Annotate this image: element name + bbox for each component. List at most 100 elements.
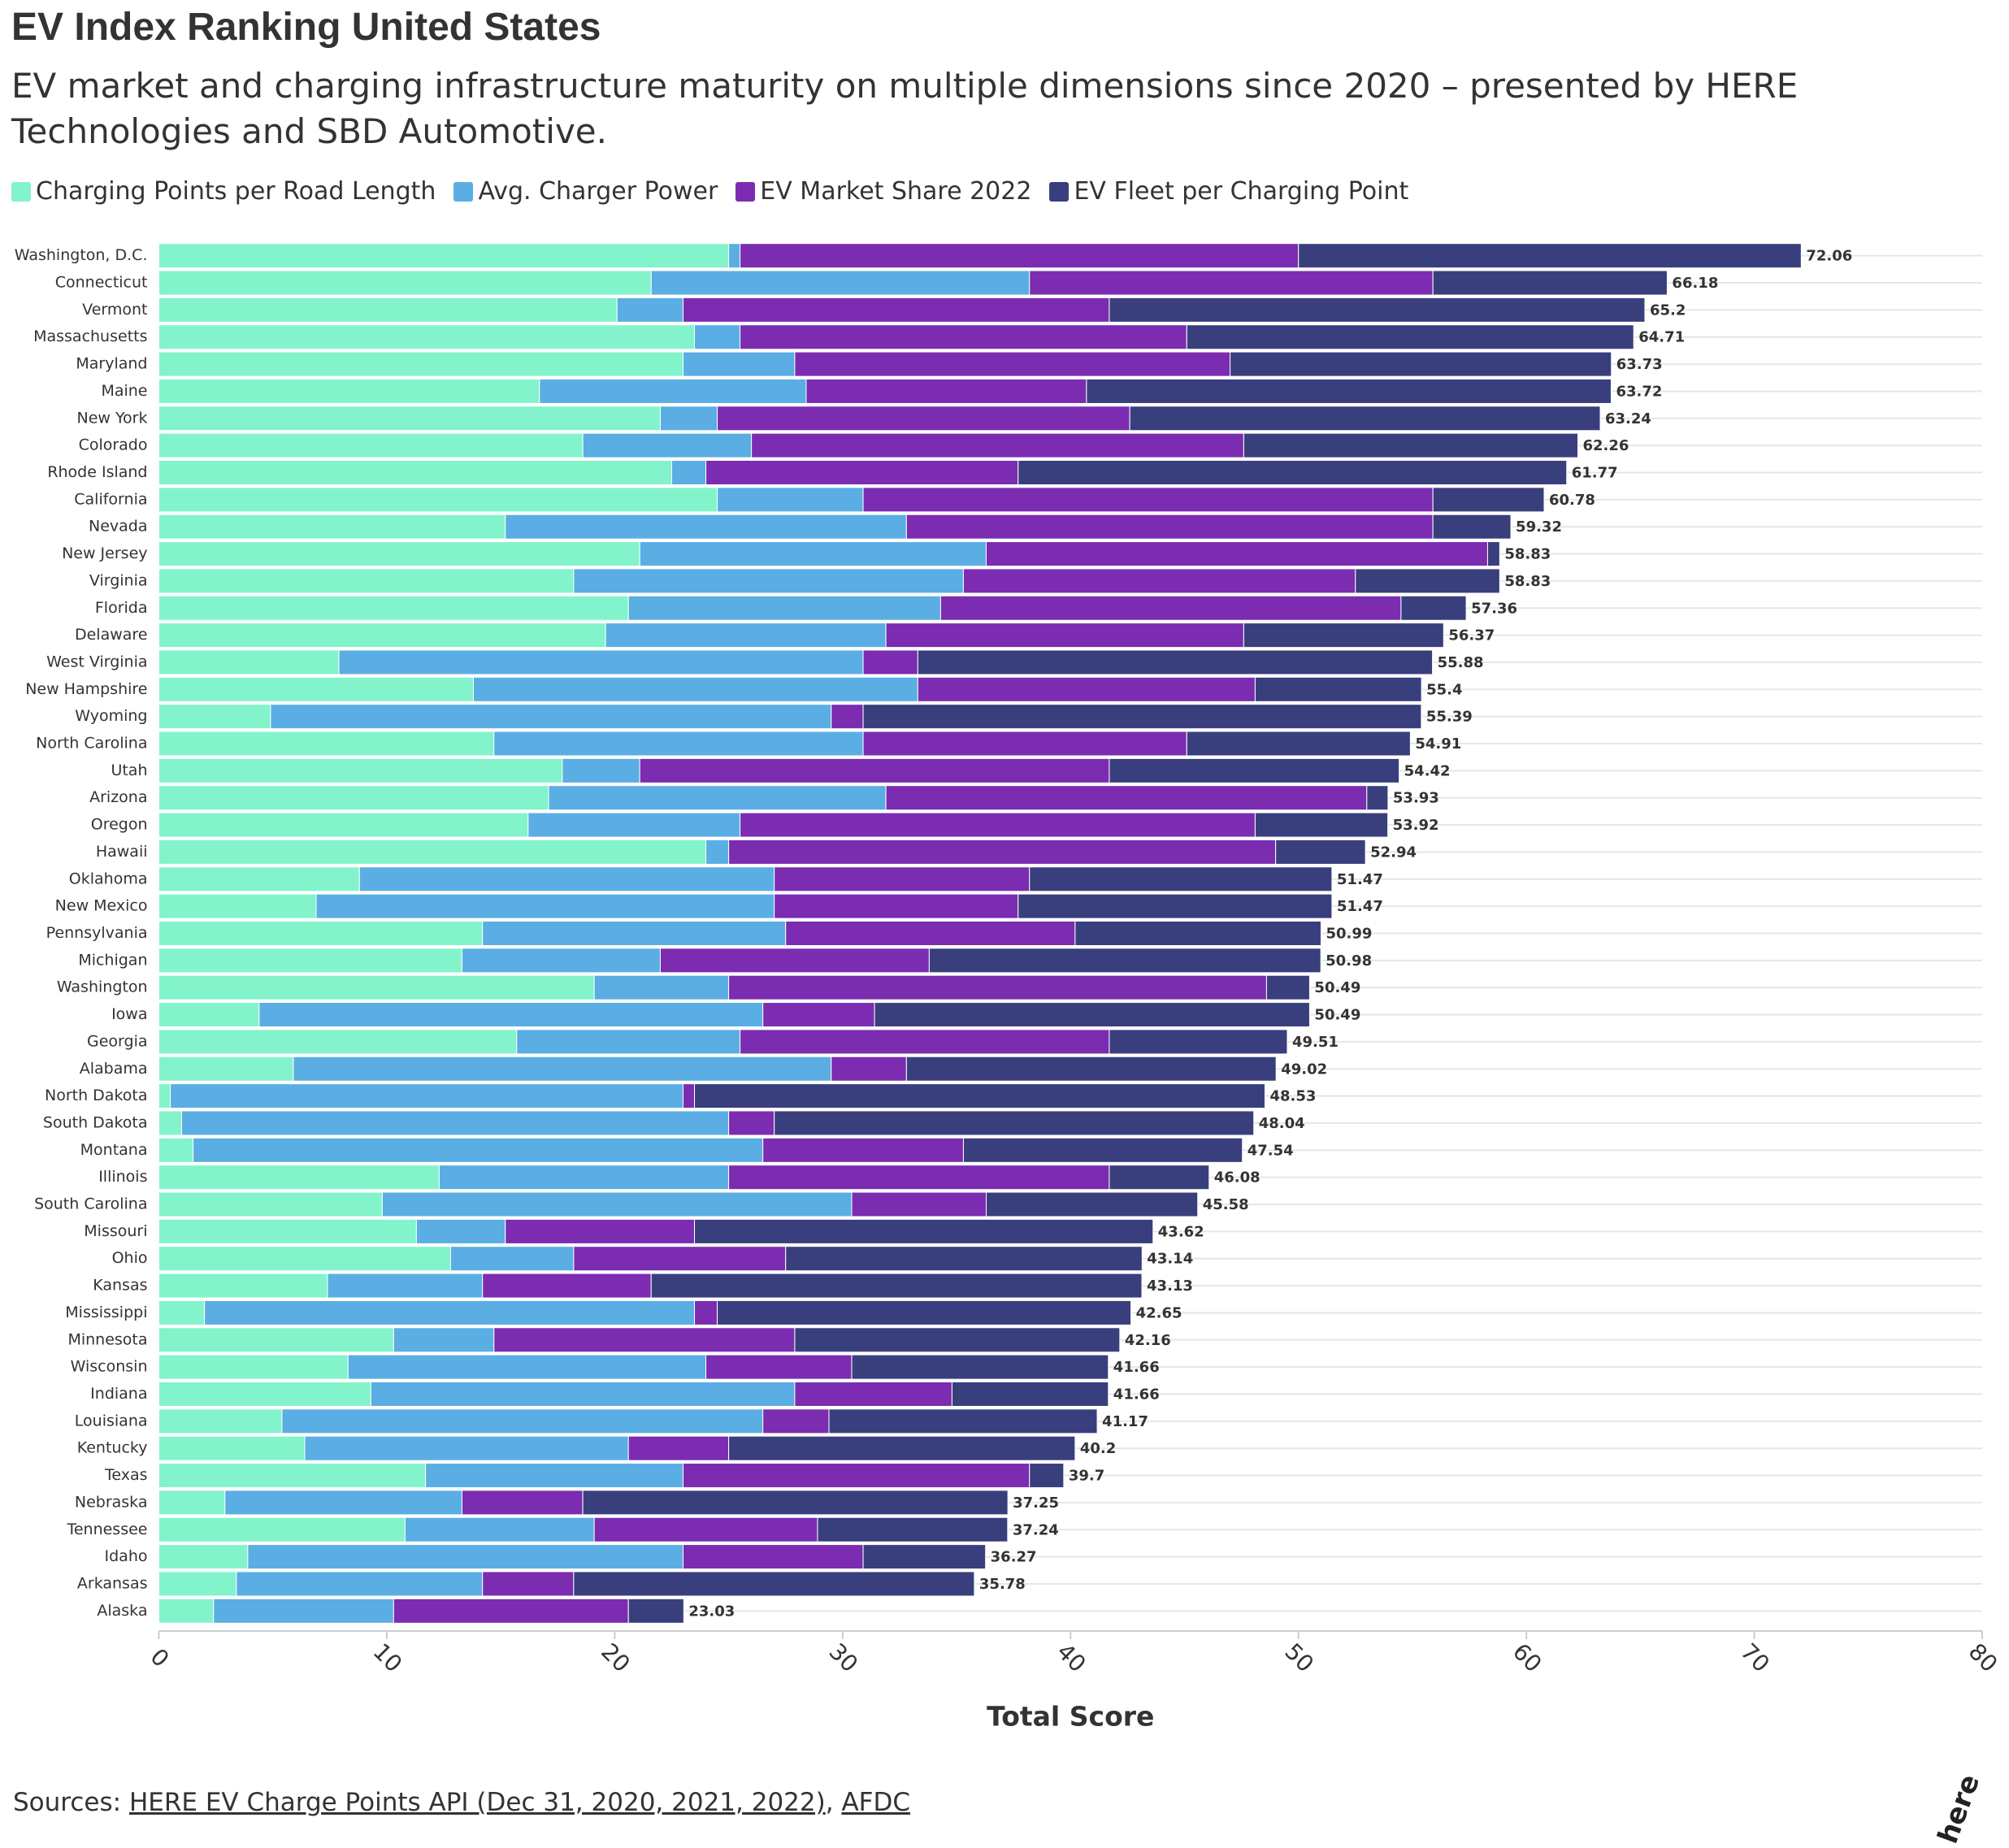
bar-segment <box>627 1435 730 1461</box>
bar-segment <box>728 243 741 269</box>
bar-segment <box>1029 866 1333 892</box>
x-tick-label: 30 <box>824 1638 864 1678</box>
bar-segment <box>1086 378 1612 404</box>
source-link[interactable]: AFDC <box>841 1788 910 1817</box>
bar-segment <box>204 1299 696 1325</box>
bar-segment <box>962 568 1356 594</box>
total-label: 55.4 <box>1426 681 1462 698</box>
total-label: 42.65 <box>1136 1304 1182 1321</box>
bar-segment <box>304 1435 629 1461</box>
total-label: 62.26 <box>1583 437 1629 454</box>
bar-segment <box>862 731 1187 757</box>
bar-segment <box>482 920 787 947</box>
bar-segment <box>158 676 475 702</box>
total-label: 64.71 <box>1638 329 1685 346</box>
bar-segment <box>158 1598 215 1624</box>
bar-segment <box>158 649 340 675</box>
bar-segment <box>616 297 684 323</box>
bar-segment <box>158 1571 237 1597</box>
total-label: 35.78 <box>979 1576 1026 1593</box>
bar-segment <box>438 1165 730 1191</box>
total-label: 53.93 <box>1393 790 1439 807</box>
total-label: 39.7 <box>1069 1468 1104 1485</box>
bar-segment <box>627 595 941 621</box>
total-label: 57.36 <box>1471 600 1517 617</box>
bar-segment <box>939 595 1402 621</box>
bar-segment <box>917 676 1256 702</box>
bar-segment <box>1432 487 1545 513</box>
legend-item[interactable]: EV Fleet per Charging Point <box>1049 177 1408 206</box>
bar-segment <box>1109 757 1400 783</box>
chart: Washington, D.C. 72.06 Connecticut 66.18 Ver… <box>15 243 2003 1733</box>
total-label: 65.2 <box>1650 301 1686 319</box>
bar-segment <box>247 1544 684 1570</box>
bar-segment <box>404 1516 595 1542</box>
y-tick-label: Missouri <box>84 1222 147 1240</box>
bar-segment <box>461 1490 584 1516</box>
bar-segment <box>650 1273 1143 1299</box>
bar-segment <box>158 948 462 974</box>
x-tick-group: 70 <box>1735 1638 1775 1678</box>
x-tick-group: 20 <box>596 1638 636 1678</box>
bar-segment <box>728 1165 1110 1191</box>
bar-segment <box>1029 1463 1065 1489</box>
y-tick-label: Georgia <box>87 1032 148 1050</box>
legend-item[interactable]: Charging Points per Road Length <box>11 177 436 206</box>
bar-segment <box>270 704 832 730</box>
bar-segment <box>158 1490 226 1516</box>
bar-segment <box>158 1191 383 1217</box>
bar-segment <box>794 1327 1121 1353</box>
bar-segment <box>158 487 718 513</box>
total-label: 63.24 <box>1605 410 1651 427</box>
bar-segment <box>293 1056 832 1082</box>
bar-segment <box>1129 406 1601 432</box>
legend-item[interactable]: Avg. Charger Power <box>453 177 718 206</box>
bar-segment <box>1029 270 1434 296</box>
x-tick-label: 80 <box>1963 1638 2003 1678</box>
y-tick-label: Louisiana <box>75 1412 148 1429</box>
total-label: 23.03 <box>688 1603 735 1620</box>
bar-segment <box>862 704 1422 730</box>
x-tick-group: 0 <box>145 1643 175 1672</box>
y-tick-label: Montana <box>80 1141 148 1159</box>
bar-segment <box>817 1516 1009 1542</box>
bar-segment <box>670 459 707 486</box>
source-link[interactable]: HERE EV Charge Points API (Dec 31, 2020,… <box>128 1788 826 1817</box>
legend-swatch <box>1049 181 1070 202</box>
total-label: 55.88 <box>1438 654 1484 671</box>
legend-item[interactable]: EV Market Share 2022 <box>735 177 1031 206</box>
bar-segment <box>158 1137 194 1163</box>
y-tick-label: Delaware <box>75 626 148 644</box>
bar-segment <box>315 893 775 919</box>
total-label: 72.06 <box>1806 248 1852 265</box>
bar-segment <box>158 1354 349 1380</box>
bar-segment <box>862 1544 987 1570</box>
bar-segment <box>158 1408 283 1434</box>
bar-segment <box>928 948 1321 974</box>
bar-segment <box>158 351 684 377</box>
total-label: 60.78 <box>1549 492 1595 509</box>
bar-segment <box>493 1327 796 1353</box>
bar-segment <box>158 459 672 486</box>
y-tick-label: California <box>74 490 147 508</box>
legend-label: EV Fleet per Charging Point <box>1074 177 1409 206</box>
x-axis-title: Total Score <box>987 1701 1154 1733</box>
total-label: 58.83 <box>1504 546 1551 563</box>
bar-segment <box>158 1463 427 1489</box>
bar-segment <box>785 1246 1143 1272</box>
chart-title: EV Index Ranking United States <box>11 6 601 49</box>
bar-segment <box>728 974 1267 1000</box>
bar-segment <box>158 1029 518 1055</box>
bar-segment <box>1186 731 1411 757</box>
y-tick-label: Mississippi <box>65 1304 147 1321</box>
bar-segment <box>885 623 1244 649</box>
bar-segment <box>1243 432 1579 458</box>
x-tick-group: 80 <box>1963 1638 2003 1678</box>
y-tick-label: New York <box>76 409 147 427</box>
bar-segment <box>593 1516 818 1542</box>
legend-label: Charging Points per Road Length <box>36 177 436 206</box>
y-tick-label: Oklahoma <box>69 870 148 887</box>
y-tick-label: Kansas <box>93 1277 147 1295</box>
bar-segment <box>449 1246 575 1272</box>
bar-segment <box>683 297 1110 323</box>
